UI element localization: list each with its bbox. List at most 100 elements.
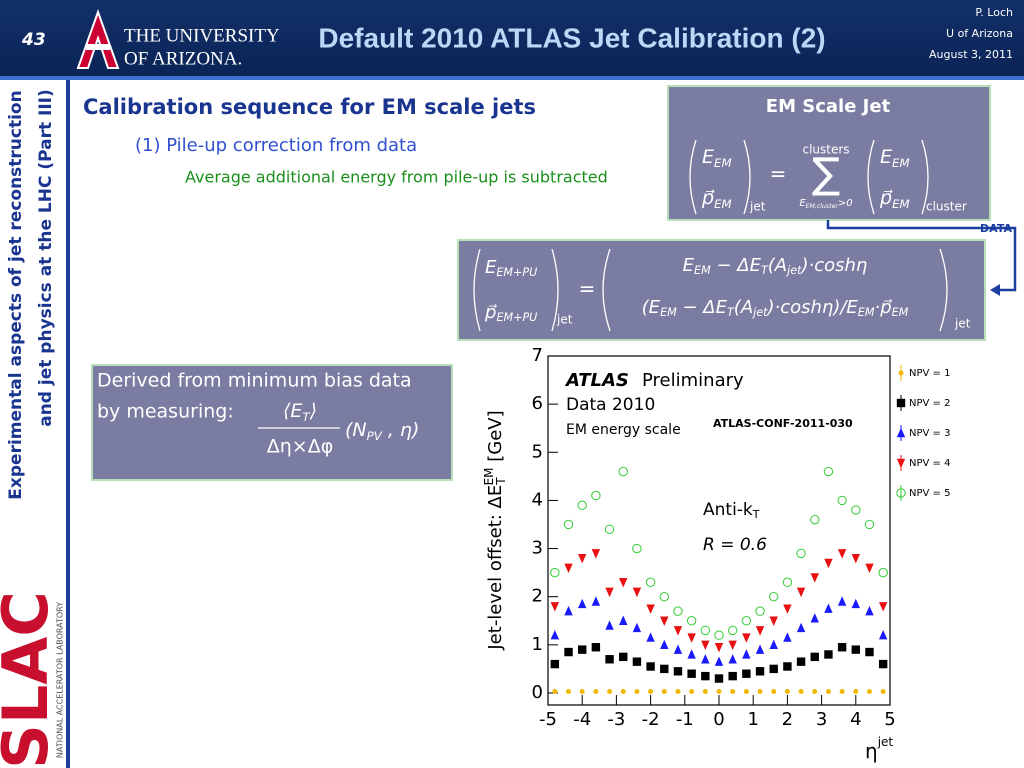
marker: [878, 602, 888, 612]
legend-marker: [896, 488, 906, 498]
label-part: [GeV]: [485, 410, 506, 467]
formula-sub: T: [727, 306, 735, 319]
formula: p⃗EM: [879, 187, 910, 211]
marker: [880, 689, 886, 695]
formula: p⃗EM+PU: [484, 302, 537, 324]
x-tick-label: 3: [816, 709, 827, 730]
x-tick-label: 2: [782, 709, 793, 730]
slide-number: 43: [21, 30, 46, 50]
marker: [701, 654, 710, 664]
formula-part: E: [880, 146, 892, 168]
marker: [878, 567, 888, 578]
formula-sub: EM+PU: [496, 311, 537, 324]
marker: [714, 630, 724, 640]
formula-part: ⟨E: [283, 400, 302, 422]
formula-sub: EM: [660, 306, 677, 319]
formula-sub: jet: [751, 306, 768, 319]
formula-part: ·p⃗: [874, 297, 892, 318]
marker: [783, 632, 792, 642]
marker: [673, 626, 683, 636]
marker: [865, 605, 874, 616]
marker: [782, 577, 793, 587]
marker: [741, 616, 752, 626]
marker: [564, 605, 573, 616]
marker: [796, 622, 806, 633]
formula-sub: EM: [714, 156, 732, 170]
marker: [579, 689, 585, 695]
annotation: R = 0.6: [703, 535, 767, 555]
formula-part: (A: [768, 255, 787, 276]
x-tick-label: -3: [607, 709, 625, 730]
marker: [675, 689, 681, 695]
annotation-part: Anti-k: [703, 500, 753, 520]
x-tick-label: -2: [642, 709, 660, 730]
formula-part: ⟩: [309, 400, 317, 422]
formula-part: )·coshη: [799, 255, 867, 276]
formula: EEM: [880, 146, 910, 170]
marker: [686, 616, 697, 626]
marker: [577, 500, 587, 510]
marker: [757, 689, 763, 695]
affiliation: U of Arizona: [946, 27, 1013, 40]
marker: [700, 625, 711, 636]
marker: [824, 558, 833, 569]
formula: EEM − ΔET(Ajet)·coshη: [683, 255, 868, 277]
header-bar: [0, 0, 1024, 76]
marker: [812, 689, 818, 695]
marker: [824, 650, 833, 659]
x-tick-label: -4: [573, 709, 591, 730]
marker: [714, 643, 724, 653]
marker: [742, 633, 751, 643]
formula-part: E: [702, 146, 714, 168]
marker: [755, 606, 765, 616]
marker: [769, 616, 778, 626]
data-label: DATA: [980, 222, 1012, 235]
pileup-box: [457, 239, 986, 341]
marker: [771, 689, 777, 695]
sidebar-text: Experimental aspects of jet reconstructi…: [6, 90, 26, 499]
marker: [564, 647, 573, 657]
marker: [646, 632, 655, 642]
marker: [866, 689, 872, 695]
marker: [769, 639, 778, 650]
formula-part: )·coshη)/E: [765, 297, 858, 318]
marker: [837, 495, 847, 506]
formula-part: , η): [382, 419, 420, 441]
formula-sum: ∑: [812, 149, 840, 198]
marker: [632, 587, 642, 598]
marker: [864, 519, 875, 530]
y-tick-label: 6: [532, 393, 543, 414]
marker: [634, 689, 640, 695]
marker: [837, 643, 847, 652]
sidebar-rule: [66, 80, 70, 768]
marker: [550, 630, 560, 640]
formula-part: p⃗: [879, 187, 893, 209]
marker: [743, 689, 749, 695]
legend-label: NPV = 3: [909, 428, 950, 439]
chart: 0 1 2 3 4 5 6 7 -5 -4 -3 -2 -1 0 1 2 3 4 5 Jet-level offset…: [482, 345, 951, 763]
formula-sub: PV: [367, 429, 383, 443]
marker: [851, 505, 861, 515]
marker: [660, 616, 669, 626]
marker: [605, 620, 614, 630]
marker: [755, 644, 765, 654]
marker: [783, 604, 792, 614]
formula-sub: EM: [892, 306, 909, 319]
formula: ⟨ET⟩: [283, 400, 317, 424]
detail: Average additional energy from pile-up i…: [185, 168, 608, 187]
x-tick-label: 0: [713, 709, 724, 730]
marker: [563, 519, 574, 530]
data-arrow: [826, 220, 1017, 292]
marker: [593, 689, 599, 695]
marker: [701, 671, 710, 681]
x-tick-label: -1: [676, 709, 694, 730]
formula: (NPV , η): [345, 419, 419, 443]
marker: [673, 667, 683, 676]
formula-sub: EM: [714, 197, 732, 211]
marker: [604, 524, 615, 534]
marker: [687, 649, 696, 659]
marker: [632, 543, 642, 554]
formula-part: (E: [642, 297, 661, 318]
marker: [578, 598, 587, 609]
marker: [620, 689, 626, 695]
